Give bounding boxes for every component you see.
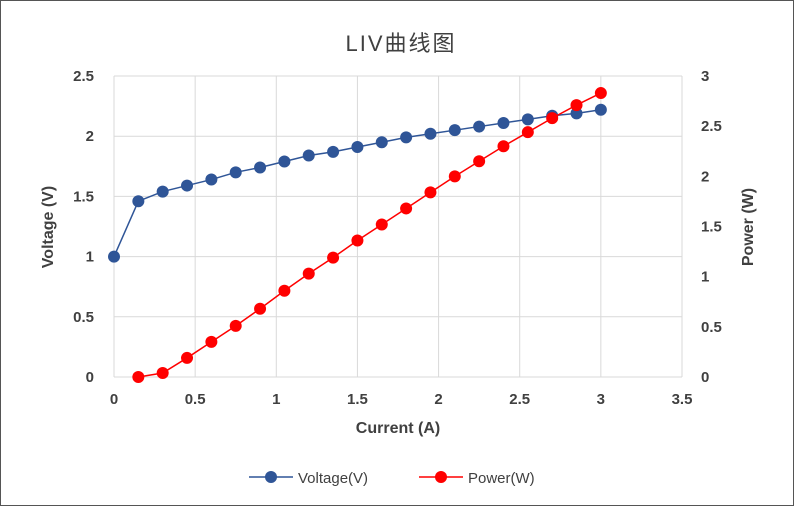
voltage-point xyxy=(497,116,510,129)
power-point xyxy=(546,112,559,125)
x-axis-label: Current (A) xyxy=(356,420,440,437)
x-tick-label: 1.5 xyxy=(347,391,368,408)
power-point xyxy=(132,371,145,383)
voltage-point xyxy=(229,166,242,179)
power-point xyxy=(497,140,510,153)
power-point xyxy=(448,170,461,183)
legend-voltage-marker xyxy=(265,471,277,483)
power-point xyxy=(400,202,413,215)
power-point xyxy=(302,267,315,280)
voltage-point xyxy=(302,149,315,162)
voltage-point xyxy=(205,173,218,186)
legend-power-label: Power(W) xyxy=(468,470,535,487)
y-tick-label: 0.5 xyxy=(73,309,94,326)
y2-tick-label: 0 xyxy=(701,369,709,386)
power-point xyxy=(424,186,437,199)
x-tick-label: 1 xyxy=(272,391,280,408)
voltage-point xyxy=(156,185,169,198)
y-tick-label: 2 xyxy=(86,128,94,145)
y2-tick-label: 0.5 xyxy=(701,319,722,336)
power-point xyxy=(254,302,267,315)
voltage-point xyxy=(108,250,120,263)
y-tick-label: 1.5 xyxy=(73,188,94,205)
x-tick-label: 3.5 xyxy=(672,391,693,408)
voltage-point xyxy=(521,113,534,126)
power-point xyxy=(229,319,242,332)
x-tick-label: 0.5 xyxy=(185,391,206,408)
series-layer xyxy=(108,87,607,383)
y2-tick-label: 1.5 xyxy=(701,219,722,236)
y-tick-label: 0 xyxy=(86,369,94,386)
voltage-point xyxy=(351,141,364,154)
chart-title: LIV曲线图 xyxy=(345,31,456,56)
voltage-point xyxy=(375,136,388,149)
power-point xyxy=(521,126,534,139)
voltage-point xyxy=(400,131,413,144)
y-axis-label: Voltage (V) xyxy=(40,186,57,268)
voltage-point xyxy=(424,127,437,140)
voltage-point xyxy=(254,161,267,174)
voltage-point xyxy=(327,145,340,158)
voltage-point xyxy=(278,155,291,168)
tick-labels: 0 0.5 1 1.5 2 2.5 3 3.5 0 0.5 1 1.5 2 2.5 0 0.5 1 1.5 2 2.5… xyxy=(73,68,722,408)
y-tick-label: 1 xyxy=(86,249,94,266)
power-point xyxy=(156,366,169,379)
y2-tick-label: 2 xyxy=(701,168,709,185)
voltage-point xyxy=(181,179,194,192)
x-tick-label: 0 xyxy=(110,391,118,408)
y2-axis-label: Power (W) xyxy=(740,188,757,266)
power-point xyxy=(594,87,607,100)
grid xyxy=(113,75,683,378)
voltage-point xyxy=(473,120,486,133)
y-tick-label: 2.5 xyxy=(73,68,94,85)
x-tick-label: 2.5 xyxy=(509,391,530,408)
legend-power-marker xyxy=(435,471,447,483)
power-point xyxy=(278,284,291,297)
voltage-point xyxy=(132,195,145,208)
power-point xyxy=(181,351,194,364)
power-point xyxy=(351,234,364,247)
voltage-point xyxy=(448,124,461,137)
voltage-point xyxy=(570,107,583,120)
voltage-point xyxy=(594,103,607,116)
power-point xyxy=(327,251,340,264)
legend-voltage-label: Voltage(V) xyxy=(298,470,368,487)
x-tick-label: 2 xyxy=(434,391,442,408)
y2-tick-label: 2.5 xyxy=(701,118,722,135)
power-point xyxy=(205,335,218,348)
power-point xyxy=(375,218,388,231)
x-tick-label: 3 xyxy=(597,391,605,408)
power-point xyxy=(473,155,486,168)
y2-tick-label: 3 xyxy=(701,68,709,85)
legend: Voltage(V) Power(W) xyxy=(249,470,535,487)
power-point xyxy=(570,99,583,112)
y2-tick-label: 1 xyxy=(701,269,709,286)
